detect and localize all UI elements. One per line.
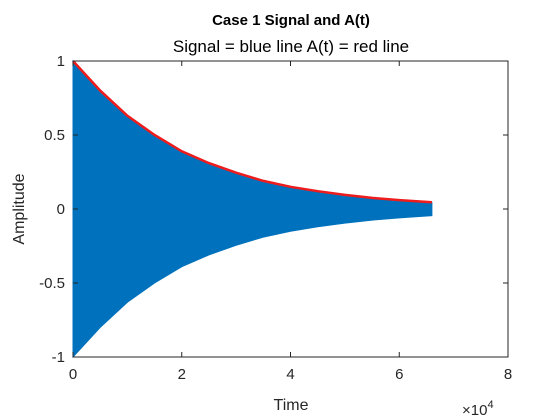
x-tick-label: 8: [504, 366, 512, 383]
x-tick-label: 4: [286, 366, 294, 383]
x-tick-label: 6: [395, 366, 403, 383]
plot-area: [72, 59, 509, 359]
y-tick-label: -0.5: [39, 275, 65, 292]
x-axis-label: Time: [274, 397, 309, 414]
x-axis-multiplier: ×104: [462, 399, 494, 419]
y-tick-label: 0: [57, 201, 65, 218]
x-axis-ticks: 0 2 4 6 8: [69, 61, 512, 383]
y-tick-label: 1: [57, 53, 65, 70]
y-axis-label: Amplitude: [11, 173, 28, 244]
y-axis-ticks: -1 -0.5 0 0.5 1: [39, 53, 508, 366]
chart-subtitle: Signal = blue line A(t) = red line: [173, 37, 409, 56]
y-tick-label: -1: [52, 349, 65, 366]
y-tick-label: 0.5: [44, 127, 65, 144]
chart-title: Case 1 Signal and A(t): [212, 12, 370, 29]
x-tick-label: 2: [178, 366, 186, 383]
envelope-series: [72, 60, 432, 204]
x-tick-label: 0: [69, 366, 77, 383]
